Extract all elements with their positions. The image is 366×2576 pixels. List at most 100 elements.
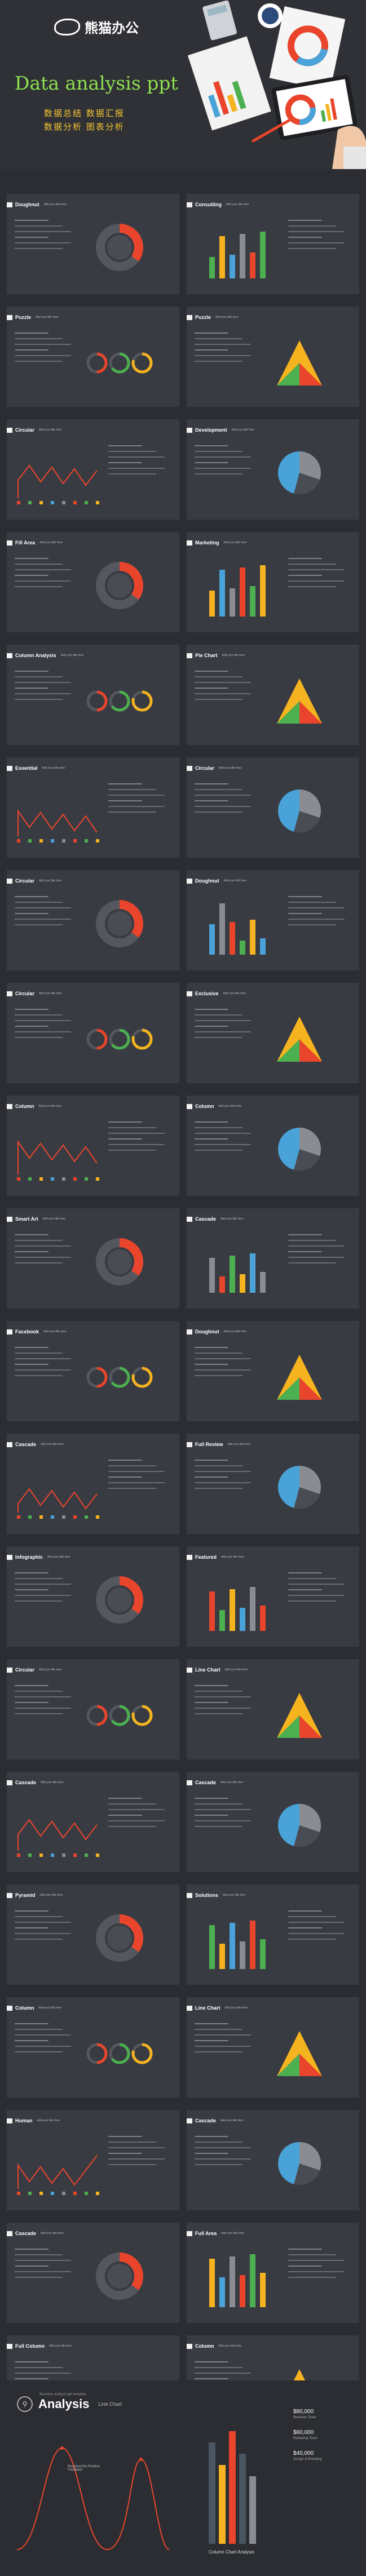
slide-subtitle: Add your title here bbox=[224, 1668, 248, 1671]
triangle-shape bbox=[277, 2054, 299, 2076]
slide-visual bbox=[96, 1238, 143, 1285]
slide-visual bbox=[209, 232, 266, 278]
ring-arc bbox=[109, 1367, 130, 1388]
slide-header: Pie Chart Add your title here bbox=[187, 651, 245, 659]
slide-subtitle: Add your title here bbox=[39, 541, 63, 544]
slide-visual bbox=[17, 464, 99, 504]
column-bar bbox=[250, 1587, 255, 1631]
legend-chip bbox=[73, 501, 77, 504]
column-bar bbox=[260, 1939, 266, 1969]
text-placeholder bbox=[195, 456, 251, 458]
ring-arc bbox=[96, 1238, 143, 1285]
legend-chip bbox=[28, 1854, 32, 1857]
slide-title: Circular bbox=[15, 878, 35, 884]
text-placeholder bbox=[15, 2277, 63, 2278]
text-placeholder bbox=[108, 462, 142, 463]
column-bar bbox=[240, 567, 245, 617]
text-placeholder bbox=[108, 2158, 165, 2160]
text-placeholder bbox=[15, 1014, 63, 1016]
slide-22: Doughnut Add your title here bbox=[187, 1321, 359, 1421]
text-placeholder bbox=[15, 1600, 63, 1602]
chart-title: Column Chart Analysis bbox=[209, 2550, 254, 2555]
slide-title: Puzzle bbox=[15, 314, 32, 320]
slide-title: Circular bbox=[195, 765, 215, 771]
analysis-caption: Business analysis ppt template bbox=[39, 2393, 86, 2396]
text-placeholder bbox=[15, 2265, 48, 2267]
text-placeholder bbox=[195, 1691, 242, 1692]
column-bar bbox=[250, 1253, 255, 1293]
text-placeholder bbox=[195, 1037, 242, 1038]
slide-subtitle: Add your title here bbox=[49, 2344, 72, 2348]
slide-4: Puzzle Add your title here bbox=[187, 307, 359, 407]
slide-subtitle: Add your title here bbox=[227, 1443, 251, 1446]
text-placeholder bbox=[15, 1696, 71, 1697]
stat-label-3: Design & Branding bbox=[293, 2458, 322, 2461]
text-placeholder bbox=[108, 2142, 156, 2143]
header-marker bbox=[187, 427, 192, 433]
text-placeholder bbox=[15, 2029, 63, 2030]
legend-chip bbox=[73, 1177, 77, 1181]
text-placeholder bbox=[15, 1234, 48, 1235]
slide-21: Facebook Add your title here bbox=[7, 1321, 179, 1421]
column-bar bbox=[209, 1258, 215, 1293]
text-placeholder bbox=[288, 231, 345, 232]
column-bar bbox=[260, 1606, 266, 1631]
slide-12: Circular Add your title here bbox=[187, 757, 359, 858]
slide-header: Doughnut Add your title here bbox=[187, 877, 246, 885]
text-placeholder bbox=[108, 1477, 142, 1478]
text-placeholder bbox=[288, 913, 322, 914]
slide-header: Circular Add your title here bbox=[7, 426, 62, 434]
text-placeholder bbox=[288, 2254, 336, 2255]
text-placeholder bbox=[108, 806, 165, 807]
slide-header: Puzzle Add your title here bbox=[7, 313, 59, 321]
text-placeholder bbox=[15, 2361, 48, 2362]
legend-chip bbox=[17, 1854, 20, 1857]
slide-visual bbox=[17, 1819, 99, 1857]
slide-title: Human bbox=[15, 2118, 33, 2123]
slide-title: Doughnut bbox=[195, 1329, 219, 1334]
slide-visual bbox=[278, 790, 321, 833]
slide-subtitle: Add your title here bbox=[221, 2232, 244, 2235]
text-placeholder bbox=[108, 2147, 165, 2148]
text-placeholder bbox=[15, 924, 63, 925]
trend-line bbox=[17, 1488, 98, 1513]
ring-arc bbox=[86, 1028, 108, 1050]
text-placeholder bbox=[195, 1138, 228, 1140]
bar bbox=[229, 2431, 236, 2544]
slide-title: Essential bbox=[15, 765, 38, 771]
header-marker bbox=[7, 2118, 12, 2123]
text-placeholder bbox=[108, 456, 165, 458]
text-placeholder bbox=[15, 896, 48, 897]
header-marker bbox=[7, 1216, 12, 1222]
text-placeholder bbox=[108, 1482, 165, 1483]
text-placeholder bbox=[108, 1121, 142, 1123]
column-bar bbox=[209, 591, 215, 617]
slide-subtitle: Add your title here bbox=[221, 1217, 244, 1221]
slide-header: Smart Art Add your title here bbox=[7, 1215, 65, 1223]
text-placeholder bbox=[288, 1927, 322, 1928]
text-placeholder bbox=[15, 919, 71, 920]
text-placeholder bbox=[15, 1257, 71, 1258]
slide-header: Line Chart Add your title here bbox=[187, 1666, 248, 1674]
text-placeholder bbox=[15, 1939, 63, 1940]
pie-slice bbox=[299, 790, 321, 818]
legend-chip bbox=[17, 1177, 20, 1181]
text-placeholder bbox=[195, 355, 251, 356]
legend-chip bbox=[73, 1854, 77, 1857]
text-placeholder bbox=[195, 2142, 242, 2143]
text-placeholder bbox=[15, 2040, 48, 2041]
text-placeholder bbox=[15, 1347, 48, 1348]
text-placeholder bbox=[108, 1138, 142, 1140]
slide-33: Column Add your title here bbox=[7, 1997, 179, 2098]
slide-title: Cascade bbox=[15, 1780, 37, 1785]
slide-7: Fill Area Add your title here bbox=[7, 532, 179, 632]
text-placeholder bbox=[15, 344, 71, 345]
legend-chip bbox=[17, 501, 20, 504]
text-placeholder bbox=[108, 1798, 142, 1799]
column-bar bbox=[209, 2259, 215, 2307]
triangle-shape bbox=[277, 363, 299, 385]
slide-header: Circular Add your title here bbox=[7, 990, 62, 997]
slide-title: Column bbox=[15, 1103, 34, 1109]
legend-chip bbox=[51, 839, 54, 843]
triangle-shape bbox=[299, 1377, 322, 1400]
